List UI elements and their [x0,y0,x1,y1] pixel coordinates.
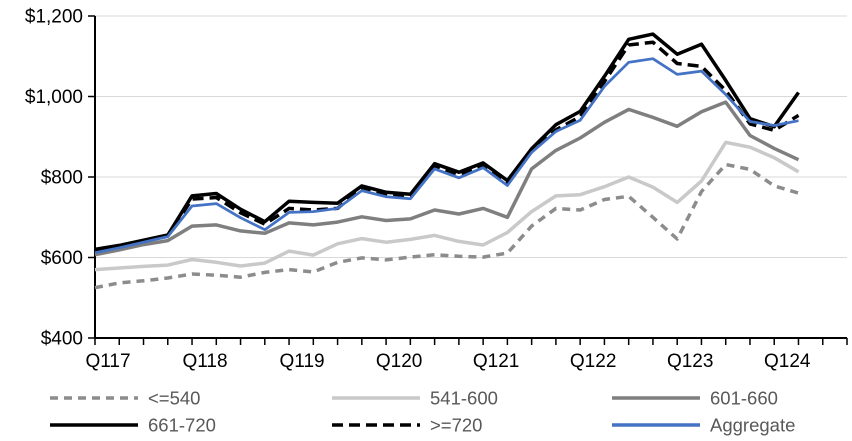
y-axis-tick-label: $1,000 [25,87,83,108]
legend-label-gte-720: >=720 [430,415,482,436]
y-axis-tick-label: $400 [41,329,83,350]
legend-label-aggregate: Aggregate [710,415,795,436]
series-line-aggregate [94,57,799,255]
x-axis-label: Q118 [182,351,227,372]
legend-label-661-720: 661-720 [148,415,216,436]
series-line-541-600 [94,140,800,272]
series-line-601-660 [94,100,800,257]
y-axis-tick-label: $600 [41,248,83,269]
series-line-gte-720 [94,40,800,254]
legend-label-601-660: 601-660 [710,388,778,409]
y-axis-tick-label: $1,200 [25,7,83,28]
x-axis-label: Q117 [85,351,130,372]
x-axis-label: Q121 [473,351,519,372]
x-axis-label: Q122 [570,351,616,372]
legend-label-lte-540: <=540 [148,388,200,409]
legend-label-541-600: 541-600 [430,388,498,409]
x-axis-label: Q120 [376,351,422,372]
series-line-661-720 [94,32,800,252]
y-axis-tick-label: $800 [41,168,83,189]
series-line-lte-540 [94,162,799,290]
x-axis-label: Q123 [667,351,713,372]
x-axis-label: Q124 [764,351,811,372]
x-axis-label: Q119 [280,351,325,372]
